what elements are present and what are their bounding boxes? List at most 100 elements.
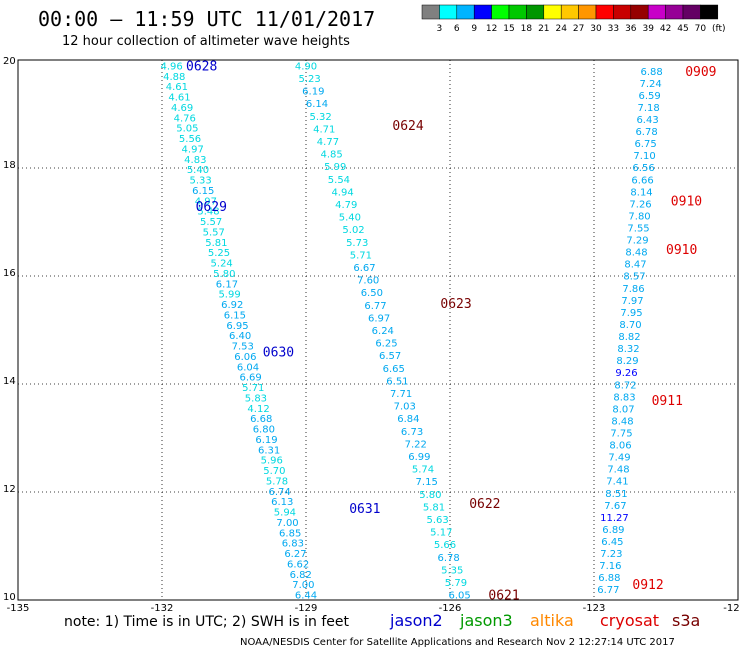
wave-height-value: 11.27 bbox=[600, 513, 629, 524]
wave-height-value: 5.78 bbox=[266, 476, 288, 487]
wave-height-value: 5.66 bbox=[434, 540, 456, 551]
wave-height-value: 4.97 bbox=[195, 196, 217, 207]
colorbar-label: 15 bbox=[503, 24, 514, 34]
colorbar-swatch bbox=[560, 4, 579, 20]
wave-height-value: 4.79 bbox=[335, 200, 357, 211]
wave-height-value: 8.47 bbox=[624, 260, 646, 271]
plot-frame bbox=[17, 59, 739, 601]
wave-height-value: 8.51 bbox=[605, 489, 627, 500]
colorbar-swatch bbox=[508, 4, 527, 20]
wave-height-value: 8.57 bbox=[623, 272, 645, 283]
colorbar-swatch bbox=[665, 4, 684, 20]
track-time-label: 0631 bbox=[349, 502, 380, 517]
wave-height-value: 4.90 bbox=[295, 61, 317, 72]
colorbar-label: 21 bbox=[538, 24, 549, 34]
wave-height-value: 4.96 bbox=[160, 61, 182, 72]
mission-s3a: s3a bbox=[672, 611, 700, 630]
wave-height-value: 5.57 bbox=[200, 217, 222, 228]
colorbar-label: 42 bbox=[660, 24, 671, 34]
colorbar-swatch bbox=[491, 4, 510, 20]
mission-cryosat: cryosat bbox=[600, 611, 659, 630]
wave-height-value: 5.96 bbox=[261, 456, 283, 467]
wave-height-value: 6.15 bbox=[224, 310, 246, 321]
wave-height-value: 5.56 bbox=[179, 134, 201, 145]
colorbar-label: 36 bbox=[625, 24, 637, 34]
track-time-label: 0630 bbox=[263, 346, 294, 361]
track-time-label: 0910 bbox=[671, 194, 702, 209]
wave-height-value: 6.40 bbox=[229, 331, 251, 342]
colorbar-swatch bbox=[473, 4, 492, 20]
wave-height-value: 4.88 bbox=[163, 72, 185, 83]
wave-height-value: 6.17 bbox=[216, 279, 238, 290]
wave-height-value: 6.84 bbox=[397, 414, 419, 425]
wave-height-value: 7.86 bbox=[622, 284, 644, 295]
colorbar-label: 24 bbox=[555, 24, 567, 34]
wave-height-value: 6.74 bbox=[269, 487, 291, 498]
wave-height-value: 6.77 bbox=[364, 301, 386, 312]
y-tick-label: 16 bbox=[3, 268, 16, 279]
wave-height-value: 6.68 bbox=[250, 414, 272, 425]
wave-height-value: 5.81 bbox=[423, 502, 445, 513]
wave-height-value: 6.31 bbox=[258, 445, 280, 456]
wave-height-value: 5.17 bbox=[430, 528, 452, 539]
wave-height-value: 5.33 bbox=[189, 176, 211, 187]
colorbar-label: 9 bbox=[471, 24, 477, 34]
wave-height-value: 6.80 bbox=[253, 425, 275, 436]
colorbar-swatch bbox=[578, 4, 597, 20]
wave-height-value: 4.85 bbox=[320, 150, 342, 161]
track-time-label: 0623 bbox=[440, 297, 471, 312]
wave-height-value: 7.49 bbox=[608, 453, 630, 464]
wave-height-value: 6.89 bbox=[602, 525, 624, 536]
wave-height-value: 5.40 bbox=[187, 165, 209, 176]
colorbar-label: 45 bbox=[677, 24, 688, 34]
x-tick-label: -126 bbox=[439, 603, 462, 614]
wave-height-value: 7.53 bbox=[232, 342, 254, 353]
wave-height-value: 7.97 bbox=[621, 296, 643, 307]
wave-height-value: 6.25 bbox=[375, 339, 397, 350]
mission-legend: jason2 jason3 altika cryosat s3a bbox=[389, 611, 700, 630]
track-values: 4.964.884.614.614.694.765.055.564.974.83… bbox=[160, 61, 662, 601]
colorbar-label: 39 bbox=[642, 24, 654, 34]
wave-height-value: 7.23 bbox=[600, 549, 622, 560]
wave-height-value: 6.24 bbox=[372, 326, 394, 337]
wave-height-value: 4.94 bbox=[331, 187, 353, 198]
wave-height-value: 7.16 bbox=[599, 561, 621, 572]
wave-height-value: 6.99 bbox=[408, 452, 430, 463]
wave-height-value: 6.04 bbox=[237, 362, 259, 373]
wave-height-value: 6.27 bbox=[284, 549, 306, 560]
wave-height-value: 7.18 bbox=[637, 103, 659, 114]
wave-height-value: 6.66 bbox=[631, 175, 653, 186]
wave-height-value: 7.48 bbox=[607, 465, 629, 476]
wave-height-value: 5.70 bbox=[263, 466, 285, 477]
wave-height-value: 6.97 bbox=[368, 313, 390, 324]
wave-height-value: 6.59 bbox=[638, 91, 660, 102]
wave-height-value: 4.69 bbox=[171, 103, 193, 114]
units-note: note: 1) Time is in UTC; 2) SWH is in fe… bbox=[64, 614, 350, 630]
wave-height-value: 6.43 bbox=[636, 115, 658, 126]
wave-height-value: 5.73 bbox=[346, 238, 368, 249]
wave-height-value: 6.44 bbox=[295, 591, 317, 602]
wave-height-value: 5.23 bbox=[299, 74, 321, 85]
wave-height-value: 4.76 bbox=[174, 113, 196, 124]
wave-height-value: 5.40 bbox=[339, 213, 361, 224]
track-time-label: 0909 bbox=[685, 65, 716, 80]
wave-height-value: 4.61 bbox=[166, 82, 188, 93]
track-time-label: 0629 bbox=[196, 200, 227, 215]
colorbar-swatch bbox=[700, 4, 719, 20]
wave-height-value: 5.63 bbox=[427, 515, 449, 526]
wave-height-value: 5.24 bbox=[211, 259, 233, 270]
wave-height-value: 5.94 bbox=[274, 508, 296, 519]
colorbar-label: 6 bbox=[454, 24, 460, 34]
wave-height-value: 4.97 bbox=[182, 144, 204, 155]
colorbar-swatch bbox=[682, 4, 701, 20]
colorbar-swatch bbox=[543, 4, 562, 20]
y-tick-label: 10 bbox=[3, 592, 16, 603]
track-labels: 0628 0629 0630 0631 0624 0623 0622 0621 0909 0910… bbox=[186, 59, 717, 603]
wave-height-value: 5.83 bbox=[245, 393, 267, 404]
wave-height-value: 7.03 bbox=[394, 402, 416, 413]
wave-height-value: 6.73 bbox=[401, 427, 423, 438]
chart-subtitle: 12 hour collection of altimeter wave hei… bbox=[62, 34, 350, 49]
wave-height-value: 9.26 bbox=[615, 368, 637, 379]
colorbar-swatch bbox=[595, 4, 614, 20]
